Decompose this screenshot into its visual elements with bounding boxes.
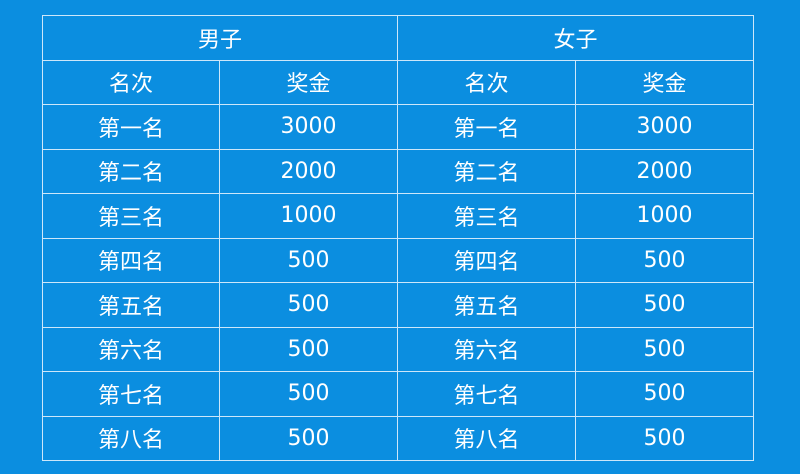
women-rank-cell: 第五名 [397,282,577,328]
women-prize-cell: 500 [575,371,755,417]
men-prize-cell: 500 [218,282,399,328]
men-prize-cell: 500 [218,326,399,372]
men-rank-cell: 第二名 [42,148,220,194]
women-rank-cell: 第八名 [397,415,577,461]
men-prize-cell: 500 [218,415,399,461]
column-header-rank: 名次 [42,59,220,105]
column-header-prize: 奖金 [218,59,399,105]
women-rank-cell: 第一名 [397,104,577,150]
women-rank-cell: 第七名 [397,371,577,417]
men-rank-cell: 第三名 [42,193,220,239]
table-row: 第七名 500 第七名 500 [42,371,755,417]
group-header-men: 男子 [41,15,399,61]
men-prize-cell: 1000 [218,193,399,239]
women-prize-cell: 2000 [575,148,755,194]
men-prize-cell: 500 [218,371,399,417]
group-header-women: 女子 [397,15,755,61]
table-row: 第六名 500 第六名 500 [42,326,755,372]
women-rank-cell: 第四名 [397,237,577,283]
column-header-rank: 名次 [397,59,577,105]
women-prize-cell: 500 [575,415,755,461]
men-rank-cell: 第七名 [42,371,220,417]
men-rank-cell: 第八名 [42,415,220,461]
men-prize-cell: 3000 [218,104,399,150]
table-row: 第五名 500 第五名 500 [42,282,755,328]
women-prize-cell: 500 [575,237,755,283]
men-prize-cell: 2000 [218,148,399,194]
women-rank-cell: 第六名 [397,326,577,372]
group-header-row: 男子 女子 [41,15,755,61]
women-rank-cell: 第三名 [397,193,577,239]
men-rank-cell: 第四名 [42,237,220,283]
men-prize-cell: 500 [218,237,399,283]
women-rank-cell: 第二名 [397,148,577,194]
table-row: 第三名 1000 第三名 1000 [42,193,755,239]
table-row: 第一名 3000 第一名 3000 [42,104,755,150]
table-row: 第二名 2000 第二名 2000 [42,148,755,194]
men-rank-cell: 第五名 [42,282,220,328]
table-row: 第四名 500 第四名 500 [42,237,755,283]
table-row: 第八名 500 第八名 500 [42,415,755,461]
column-header-prize: 奖金 [575,59,755,105]
men-rank-cell: 第一名 [42,104,220,150]
women-prize-cell: 1000 [575,193,755,239]
women-prize-cell: 500 [575,326,755,372]
women-prize-cell: 500 [575,282,755,328]
column-header-row: 名次 奖金 名次 奖金 [42,59,755,105]
men-rank-cell: 第六名 [42,326,220,372]
women-prize-cell: 3000 [575,104,755,150]
prize-table: 男子 女子 名次 奖金 名次 奖金 第一名 3000 第一名 3000 第二名 2000 第… [41,15,755,461]
